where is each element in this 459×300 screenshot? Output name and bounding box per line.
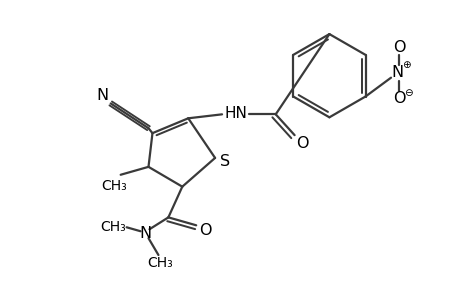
Text: S: S — [219, 154, 230, 169]
Text: N: N — [390, 65, 402, 80]
Text: ⊖: ⊖ — [403, 88, 411, 98]
Text: N: N — [96, 88, 109, 103]
Text: O: O — [392, 91, 404, 106]
Text: CH₃: CH₃ — [101, 179, 126, 193]
Text: O: O — [198, 223, 211, 238]
Text: HN: HN — [224, 106, 247, 121]
Text: N: N — [139, 226, 151, 241]
Text: O: O — [392, 40, 404, 56]
Text: O: O — [296, 136, 308, 151]
Text: CH₃: CH₃ — [100, 220, 125, 234]
Text: CH₃: CH₃ — [147, 256, 173, 270]
Text: ⊕: ⊕ — [401, 60, 409, 70]
